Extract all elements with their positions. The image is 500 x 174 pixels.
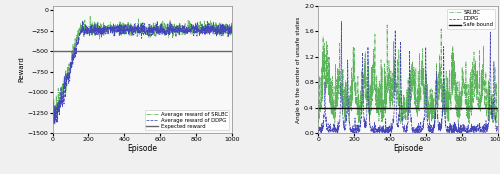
Average reward of SRLBC — [122, 31, 128, 34]
Line: Average reward of SRLBC: Average reward of SRLBC — [52, 16, 232, 123]
SRLBC — [384, 24, 390, 26]
X-axis label: Episode: Episode — [393, 144, 423, 153]
DDPG — [315, 129, 321, 131]
DDPG — [334, 129, 340, 131]
DDPG — [494, 129, 500, 131]
Average reward of DDPG — [50, 122, 56, 124]
Expected reward — [50, 50, 56, 52]
SRLBC — [458, 87, 464, 89]
Average reward of DDPG — [129, 27, 135, 29]
SRLBC — [394, 91, 400, 93]
Expected reward — [50, 50, 56, 52]
SRLBC — [494, 106, 500, 108]
Line: Average reward of DDPG: Average reward of DDPG — [52, 21, 232, 124]
Line: DDPG: DDPG — [318, 21, 498, 133]
Legend: Average reward of SRLBC, Average reward of DDPG, Expected reward: Average reward of SRLBC, Average reward … — [145, 110, 230, 130]
Average reward of SRLBC — [193, 28, 199, 30]
Average reward of SRLBC — [87, 15, 93, 17]
SRLBC — [456, 102, 462, 104]
Average reward of SRLBC — [50, 107, 56, 109]
DDPG — [388, 122, 394, 124]
Line: SRLBC: SRLBC — [318, 25, 498, 124]
DDPG — [438, 126, 444, 128]
Average reward of DDPG — [173, 31, 179, 33]
Y-axis label: Angle to the center of unsafe states: Angle to the center of unsafe states — [296, 16, 301, 123]
SRLBC — [315, 82, 321, 84]
Safe bound — [315, 107, 321, 109]
Average reward of SRLBC — [68, 63, 74, 65]
Average reward of DDPG — [80, 20, 86, 22]
SRLBC — [388, 70, 394, 72]
Average reward of SRLBC — [129, 35, 135, 37]
DDPG — [456, 122, 462, 124]
Average reward of SRLBC — [52, 122, 58, 124]
Safe bound — [315, 107, 321, 109]
Average reward of SRLBC — [190, 32, 196, 34]
Average reward of DDPG — [229, 23, 235, 25]
Average reward of DDPG — [190, 29, 196, 31]
Legend: SRLBC, DDPG, Safe bound: SRLBC, DDPG, Safe bound — [448, 9, 495, 29]
Average reward of DDPG — [122, 30, 128, 32]
DDPG — [394, 126, 400, 128]
Average reward of DDPG — [68, 66, 74, 68]
Average reward of SRLBC — [229, 26, 235, 28]
Average reward of SRLBC — [173, 26, 179, 28]
DDPG — [458, 128, 464, 130]
DDPG — [386, 132, 392, 134]
X-axis label: Episode: Episode — [127, 144, 157, 153]
Average reward of DDPG — [52, 123, 58, 125]
Average reward of DDPG — [193, 23, 199, 26]
SRLBC — [438, 78, 444, 81]
SRLBC — [334, 105, 340, 107]
SRLBC — [398, 122, 404, 125]
Y-axis label: Reward: Reward — [18, 57, 24, 82]
DDPG — [338, 20, 344, 22]
